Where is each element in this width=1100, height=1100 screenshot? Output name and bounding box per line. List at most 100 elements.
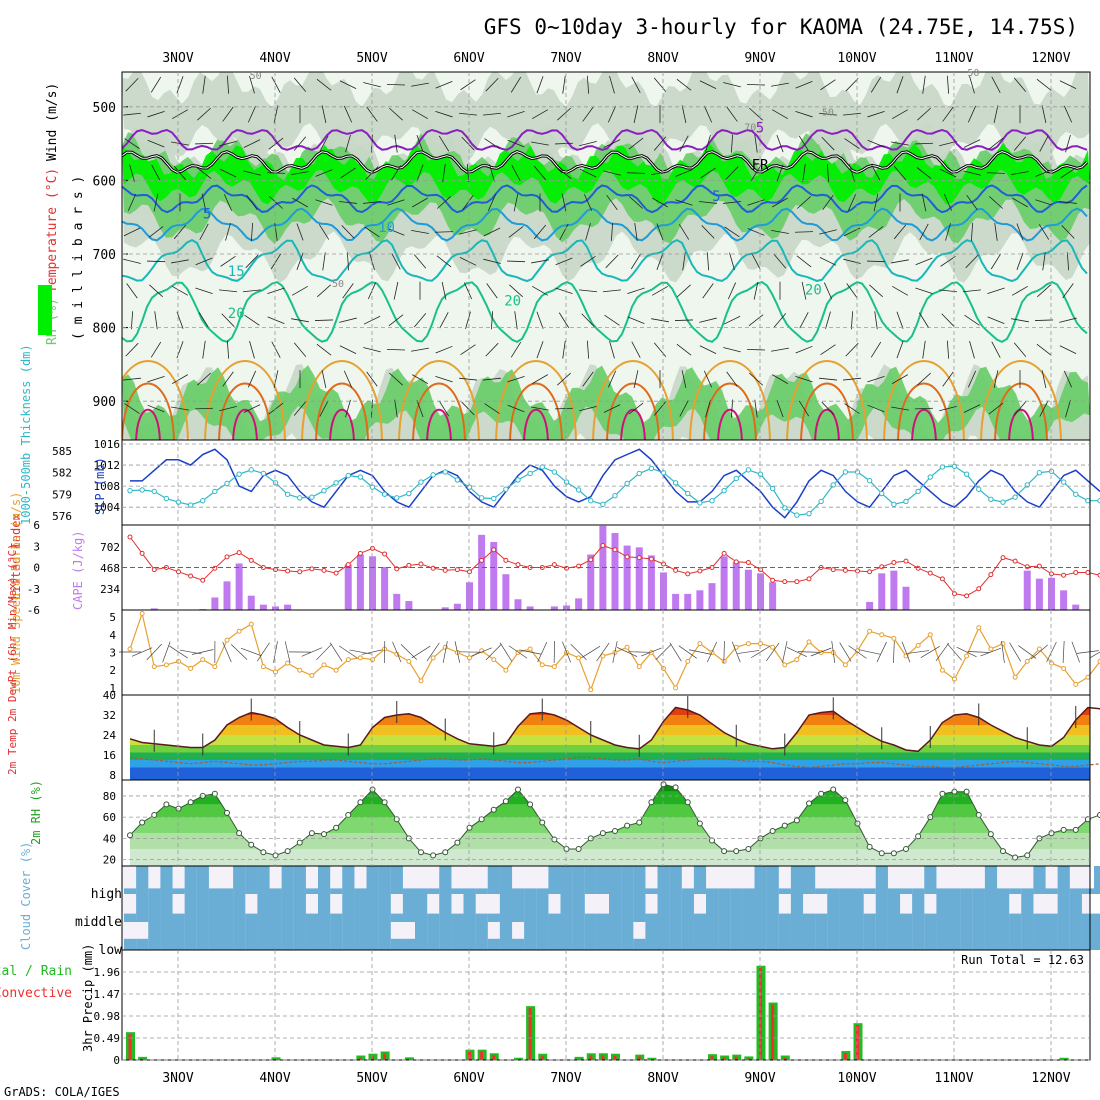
wind-barb <box>558 312 570 329</box>
cape-bar <box>223 581 231 610</box>
cloud-cell <box>463 888 476 894</box>
wind-barb <box>146 260 166 263</box>
wind-barb <box>172 374 188 384</box>
thickness-marker <box>697 500 703 506</box>
wind-barb <box>796 255 812 268</box>
wind-barb <box>1013 401 1027 416</box>
cloud-cell <box>572 866 585 894</box>
cloud-cell <box>839 894 852 922</box>
cloud-cell <box>560 922 573 950</box>
cloud-cell <box>693 922 707 950</box>
wind-barb <box>459 112 477 116</box>
cape-bar <box>247 595 255 610</box>
precip-tick-label: 1.47 <box>94 988 121 1001</box>
thickness-marker <box>963 471 970 477</box>
thickness-marker <box>430 472 436 478</box>
wind-barb <box>729 252 735 271</box>
cloud-cell <box>596 922 610 950</box>
thickness-marker <box>1073 491 1079 497</box>
cloud-cell <box>1045 922 1058 950</box>
surface-wind-barb <box>426 642 440 662</box>
wind-barb <box>316 343 332 356</box>
wind-marker <box>527 646 533 652</box>
cloud-cell <box>451 888 464 894</box>
cloud-cell <box>245 866 258 894</box>
li-marker <box>758 567 763 573</box>
surface-wind-barb <box>901 641 911 663</box>
wind-barb <box>364 226 380 238</box>
thickness-marker <box>976 486 982 492</box>
wind-barb <box>555 287 573 294</box>
wind-barb <box>249 75 255 94</box>
wind-barb <box>990 253 1002 270</box>
wind-barb <box>460 79 476 91</box>
rh-marker <box>575 846 582 853</box>
cloud-cell <box>766 866 779 894</box>
cloud-cell <box>427 922 440 950</box>
precip-convective-bar <box>492 1055 496 1060</box>
upper-ylabel-part: Wind (m/s) <box>45 83 60 161</box>
li-marker <box>430 565 436 571</box>
wind-barb <box>438 400 450 417</box>
cloud-level-label: middle <box>75 915 122 930</box>
wind-barb <box>703 105 713 123</box>
precip-total-bar <box>647 1057 657 1060</box>
wind-barb <box>651 171 669 175</box>
day-label-top: 3NOV <box>162 51 193 66</box>
precip-tick-label: 0 <box>113 1054 120 1067</box>
warm-contour <box>606 382 660 440</box>
surface-wind-barb <box>723 640 725 664</box>
wind-tick-label: 1 <box>109 682 116 695</box>
cloud-cell <box>681 894 694 922</box>
surface-wind-barb <box>442 641 448 663</box>
rh-marker <box>515 786 521 793</box>
cloud-cell <box>669 866 682 894</box>
cape-bar <box>866 601 874 610</box>
li-marker <box>454 567 460 573</box>
rh-marker <box>369 786 376 793</box>
cloud-cell <box>427 888 440 894</box>
wind-marker <box>1085 674 1091 680</box>
wind-barb <box>628 402 644 415</box>
wind-barb <box>705 134 711 153</box>
wind-barb <box>873 193 879 212</box>
cloud-cell <box>184 922 197 950</box>
contour-label: 5 <box>203 207 211 223</box>
wind-barb <box>201 193 207 212</box>
cloud-cell <box>803 913 816 922</box>
wind-barb <box>246 194 258 210</box>
thickness-marker <box>891 501 897 508</box>
cloud-cell <box>281 922 294 950</box>
precip-convective-bar <box>746 1058 750 1060</box>
wind-barb <box>147 139 165 148</box>
panel-frame-p <box>121 949 1091 1061</box>
day-label-top: 4NOV <box>259 51 290 66</box>
cloud-cell <box>475 913 488 922</box>
wind-barb <box>626 172 646 174</box>
li-marker <box>891 560 897 566</box>
wind-barb <box>219 405 237 412</box>
li-marker <box>988 572 994 578</box>
cloud-cell <box>208 894 222 922</box>
cloud-cell <box>997 888 1010 894</box>
wind-marker <box>988 646 994 652</box>
cloud-cell <box>900 888 913 894</box>
cloud-cell <box>160 894 173 922</box>
cloud-cell <box>742 888 755 894</box>
temp-stripe <box>130 752 1090 760</box>
wind-marker <box>321 662 327 668</box>
wind-barb <box>847 194 857 211</box>
cloud-cell <box>221 894 234 922</box>
wind-barb <box>583 194 593 211</box>
wind-barb <box>391 253 401 270</box>
wind-barb <box>124 403 140 414</box>
wind-barb <box>250 222 254 241</box>
thickness-marker <box>163 495 170 502</box>
wind-barb <box>1041 105 1047 124</box>
wind-barb <box>199 223 209 241</box>
cloud-cell <box>451 913 464 922</box>
wind-marker <box>200 657 206 663</box>
cloud-cell <box>1009 913 1022 922</box>
thickness-marker <box>854 469 861 475</box>
wind-barb <box>339 345 357 354</box>
